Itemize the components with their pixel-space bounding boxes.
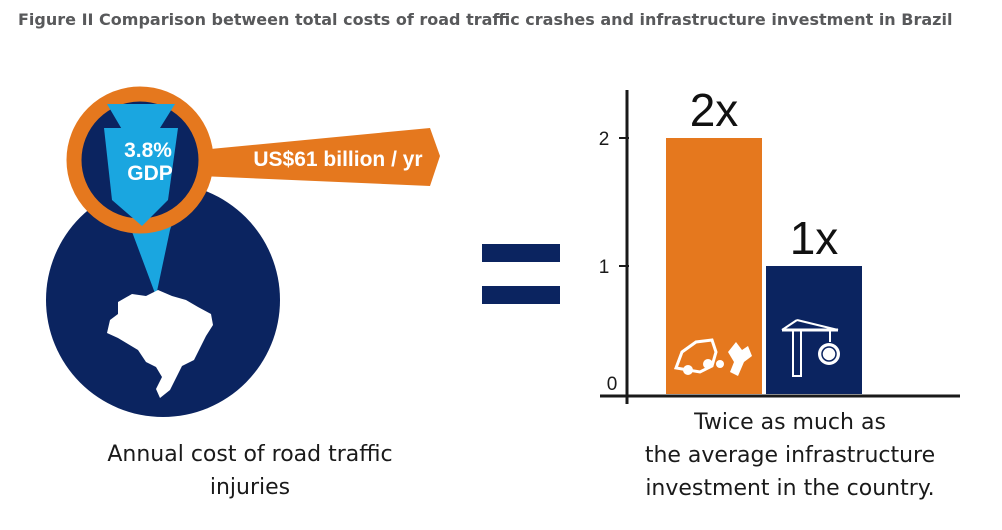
right-caption-line1: Twice as much as [694, 410, 886, 435]
y-ticks: 0 1 2 [599, 129, 629, 395]
figure-title: Figure II Comparison between total costs… [18, 10, 953, 29]
right-caption-line2: the average infrastructure [644, 443, 936, 468]
bar-1-label: 2x [690, 84, 739, 136]
gdp-share-value: 3.8% [124, 139, 172, 162]
y-tick-label: 1 [599, 257, 610, 278]
crane-money-icon [781, 319, 840, 377]
car-crash-icon [673, 338, 752, 376]
right-caption: Twice as much as the average infrastruct… [600, 406, 980, 505]
left-caption: Annual cost of road traffic injuries [60, 438, 440, 504]
bar-2-label: 1x [790, 212, 839, 264]
y-tick-label: 0 [607, 374, 618, 395]
left-caption-line1: Annual cost of road traffic [107, 442, 393, 467]
left-caption-line2: injuries [209, 475, 291, 500]
brazil-map-icon [107, 290, 213, 398]
equals-icon [482, 244, 560, 304]
y-tick-label: 2 [599, 129, 610, 150]
cost-label: US$61 billion / yr [253, 148, 422, 171]
cost-banner [200, 128, 440, 186]
gdp-share-unit: GDP [127, 162, 173, 185]
gdp-slice-body [104, 128, 178, 226]
right-caption-line3: investment in the country. [645, 476, 935, 501]
bar-chart: 2x 1x 0 1 2 [599, 84, 960, 404]
bars: 2x 1x [666, 84, 862, 394]
magnifier: 3.8% GDP US$61 billion / yr [66, 86, 440, 234]
